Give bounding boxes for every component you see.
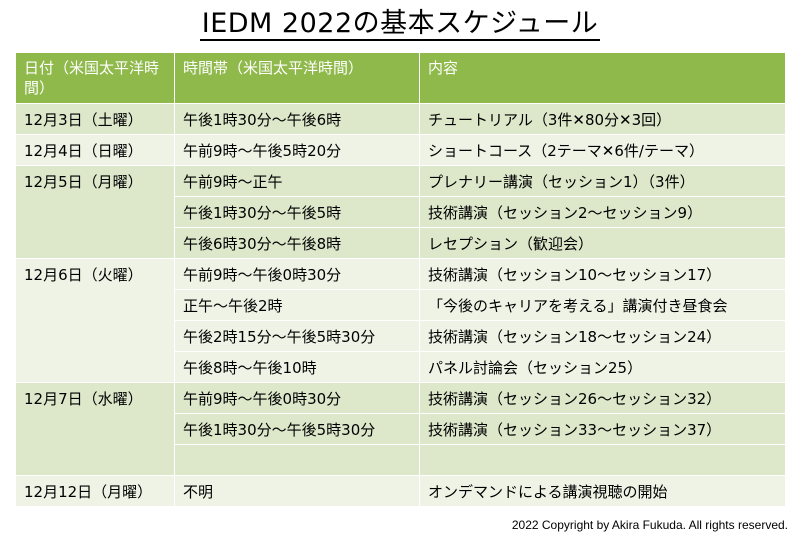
time-cell: 午前9時～正午 xyxy=(174,165,420,197)
time-cell: 午後1時30分～午後5時30分 xyxy=(174,413,420,445)
page-title-text: IEDM 2022の基本スケジュール xyxy=(199,8,601,41)
table-row: 12月3日（土曜） 午後1時30分～午後6時 チュートリアル（3件✕80分✕3回… xyxy=(15,103,786,135)
date-cell: 12月4日（日曜） xyxy=(15,134,175,166)
date-cell: 12月6日（火曜） xyxy=(15,258,175,383)
table-row: 12月12日（月曜） 不明 オンデマンドによる講演視聴の開始 xyxy=(15,475,786,507)
header-date: 日付（米国太平洋時間） xyxy=(15,52,175,104)
table-row: 午後2時15分～午後5時30分 技術講演（セッション18～セッション24） xyxy=(16,320,786,352)
table-header-row: 日付（米国太平洋時間） 時間帯（米国太平洋時間） 内容 xyxy=(15,52,786,104)
page-title: IEDM 2022の基本スケジュール xyxy=(0,6,800,42)
content-cell: 技術講演（セッション26～セッション32） xyxy=(419,382,786,414)
time-cell: 午後6時30分～午後8時 xyxy=(174,227,420,259)
date-cell: 12月5日（月曜） xyxy=(15,165,175,259)
table-row: 12月5日（月曜） 午前9時～正午 プレナリー講演（セッション1）（3件） xyxy=(15,165,786,259)
header-time: 時間帯（米国太平洋時間） xyxy=(174,52,420,104)
time-cell: 午後1時30分～午後6時 xyxy=(174,103,420,135)
time-cell: 午後2時15分～午後5時30分 xyxy=(174,320,420,352)
table-row: 12月7日（水曜） 午前9時～午後0時30分 技術講演（セッション26～セッショ… xyxy=(15,382,786,476)
time-cell: 午前9時～午後0時30分 xyxy=(174,382,420,414)
content-cell: ショートコース（2テーマ✕6件/テーマ） xyxy=(419,134,786,166)
time-cell: 不明 xyxy=(174,475,420,507)
table-row: 正午～午後2時 「今後のキャリアを考える」講演付き昼食会 xyxy=(16,289,786,321)
date-cell: 12月7日（水曜） xyxy=(15,382,175,476)
table-row: 12月6日（火曜） 午前9時～午後0時30分 技術講演（セッション10～セッショ… xyxy=(15,258,786,383)
copyright-notice: 2022 Copyright by Akira Fukuda. All righ… xyxy=(511,518,788,532)
content-cell: 「今後のキャリアを考える」講演付き昼食会 xyxy=(419,289,786,321)
date-cell: 12月3日（土曜） xyxy=(15,103,175,135)
time-cell: 午前9時～午後5時20分 xyxy=(174,134,420,166)
table-row: 午後6時30分～午後8時 レセプション（歓迎会） xyxy=(16,227,786,259)
content-cell: 技術講演（セッション10～セッション17） xyxy=(419,258,786,290)
header-content: 内容 xyxy=(419,52,786,104)
content-cell: チュートリアル（3件✕80分✕3回） xyxy=(419,103,786,135)
time-cell: 午後1時30分～午後5時 xyxy=(174,196,420,228)
content-cell: 技術講演（セッション18～セッション24） xyxy=(419,320,786,352)
time-cell: 午前9時～午後0時30分 xyxy=(174,258,420,290)
schedule-table: 日付（米国太平洋時間） 時間帯（米国太平洋時間） 内容 12月3日（土曜） 午後… xyxy=(15,52,786,507)
time-cell: 午後8時～午後10時 xyxy=(174,351,420,383)
content-cell: パネル討論会（セッション25） xyxy=(419,351,786,383)
content-cell: 技術講演（セッション2～セッション9） xyxy=(419,196,786,228)
date-cell: 12月12日（月曜） xyxy=(15,475,175,507)
content-cell xyxy=(419,444,786,476)
table-row: 午後8時～午後10時 パネル討論会（セッション25） xyxy=(16,351,786,383)
table-row: 12月4日（日曜） 午前9時～午後5時20分 ショートコース（2テーマ✕6件/テ… xyxy=(15,134,786,166)
content-cell: レセプション（歓迎会） xyxy=(419,227,786,259)
content-cell: オンデマンドによる講演視聴の開始 xyxy=(419,475,786,507)
table-row: 午後1時30分～午後5時 技術講演（セッション2～セッション9） xyxy=(16,196,786,228)
content-cell: 技術講演（セッション33～セッション37） xyxy=(419,413,786,445)
table-row: 午後1時30分～午後5時30分 技術講演（セッション33～セッション37） xyxy=(16,413,786,445)
time-cell xyxy=(174,444,420,476)
content-cell: プレナリー講演（セッション1）（3件） xyxy=(419,165,786,197)
time-cell: 正午～午後2時 xyxy=(174,289,420,321)
